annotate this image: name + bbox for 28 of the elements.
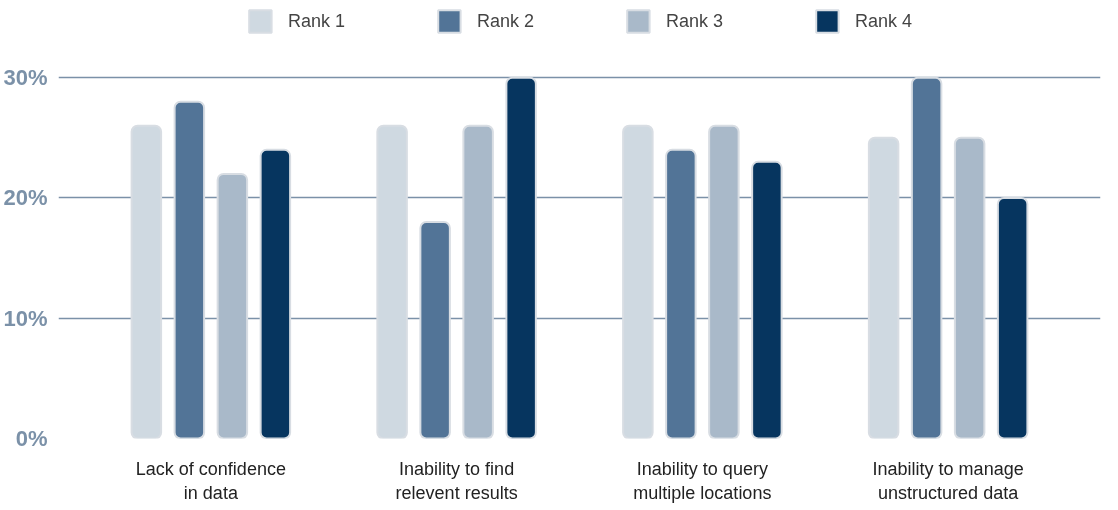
bar <box>173 100 206 439</box>
legend-label: Rank 2 <box>476 10 534 32</box>
y-tick-label: 30% <box>3 65 48 91</box>
legend-label: Rank 3 <box>666 10 724 32</box>
legend-label: Rank 1 <box>287 10 345 32</box>
bar <box>953 136 986 439</box>
y-tick-label: 10% <box>3 305 48 331</box>
bar <box>216 172 249 439</box>
x-tick-label: Inability to manage unstructured data <box>872 458 1024 503</box>
x-tick-label: Lack of confidence in data <box>135 458 286 503</box>
bar <box>505 76 537 439</box>
legend-label: Rank 4 <box>855 10 913 32</box>
bar <box>867 136 900 439</box>
bar <box>996 196 1029 439</box>
bar <box>462 124 494 439</box>
bar <box>708 124 740 439</box>
y-tick-label: 0% <box>15 426 48 451</box>
bar <box>376 124 408 439</box>
x-tick-label: Inability to query multiple locations <box>633 458 772 503</box>
bar <box>910 76 943 439</box>
bar <box>419 221 451 439</box>
bar <box>751 160 783 439</box>
y-tick-label: 20% <box>3 185 48 211</box>
bar <box>622 124 654 439</box>
bar <box>665 148 697 439</box>
bar <box>259 148 292 439</box>
bar <box>130 124 163 439</box>
x-tick-label: Inability to find relevent results <box>395 458 518 503</box>
